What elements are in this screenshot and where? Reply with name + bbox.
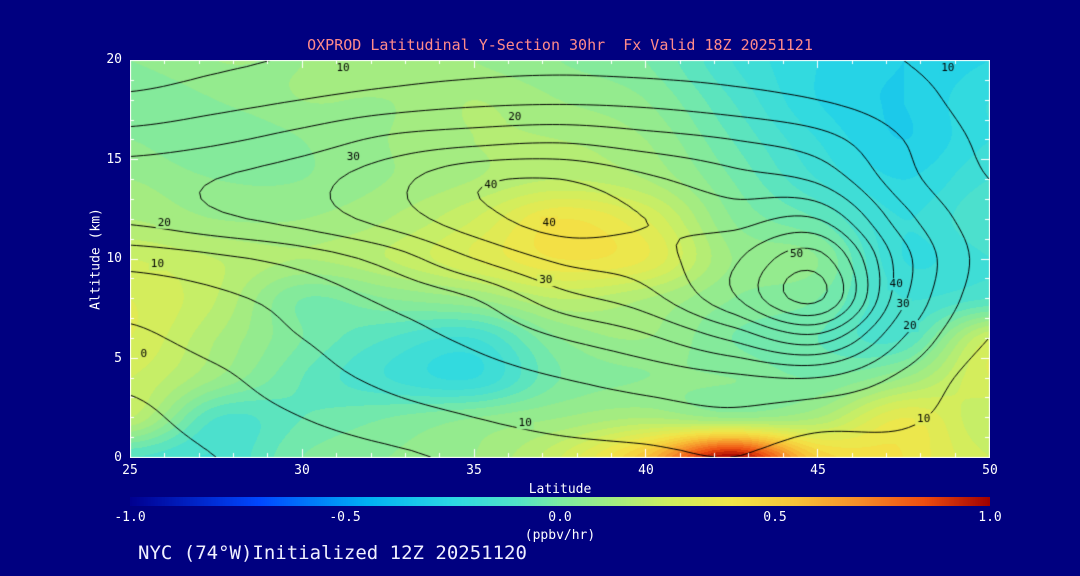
colorbar-tick-label: 0.5 (763, 510, 787, 525)
y-tick-label: 15 (106, 151, 122, 167)
footer-text: NYC (74°W)Initialized 12Z 20251120 (138, 542, 527, 564)
colorbar-tick-label: -1.0 (114, 510, 146, 525)
y-tick-label: 0 (114, 450, 122, 465)
colorbar-tick-labels: -1.0 -0.5 0.0 0.5 1.0 (114, 510, 1001, 525)
contour-plot-canvas (130, 60, 990, 458)
x-tick-label: 35 (466, 463, 482, 478)
x-tick-label: 45 (810, 463, 826, 478)
colorbar-label: (ppbv/hr) (524, 528, 596, 543)
x-tick-label: 40 (638, 463, 654, 478)
y-axis-tick-labels: 0 5 10 15 20 (84, 52, 122, 465)
x-tick-label: 30 (294, 463, 310, 478)
colorbar (130, 497, 990, 506)
y-tick-label: 10 (106, 251, 122, 266)
x-axis-tick-labels: 25 30 35 40 45 50 (122, 463, 998, 479)
colorbar-tick-label: 0.0 (548, 510, 572, 525)
y-tick-label: 5 (114, 350, 122, 366)
x-axis-label: Latitude (528, 482, 592, 497)
x-tick-label: 50 (982, 463, 998, 478)
colorbar-tick-label: 1.0 (978, 510, 1002, 525)
y-tick-label: 20 (106, 52, 122, 67)
x-tick-label: 25 (122, 463, 138, 478)
plot-title: OXPROD Latitudinal Y-Section 30hr Fx Val… (307, 36, 813, 54)
colorbar-tick-label: -0.5 (329, 510, 361, 525)
